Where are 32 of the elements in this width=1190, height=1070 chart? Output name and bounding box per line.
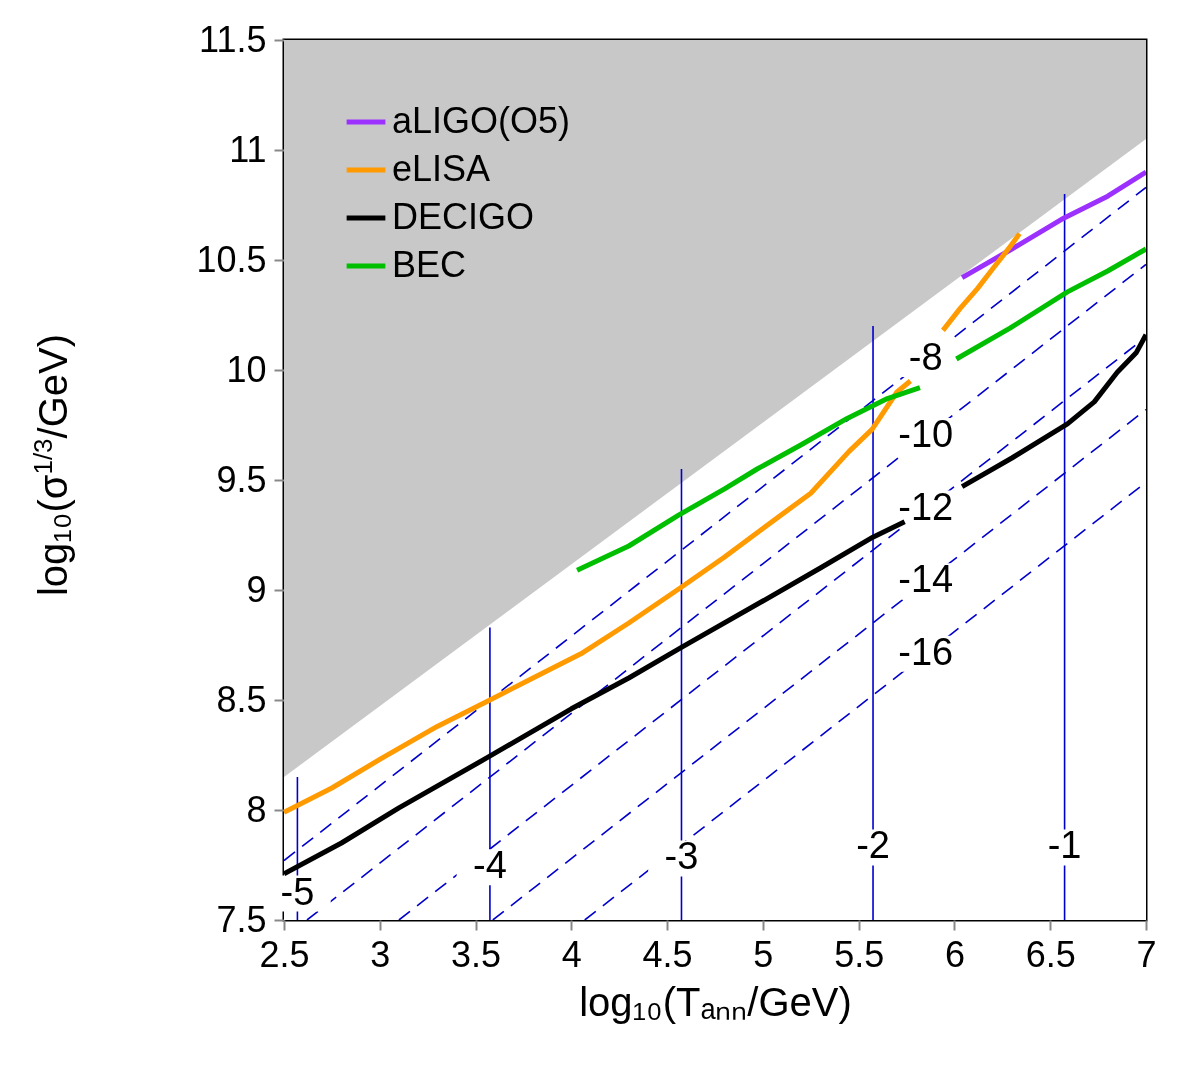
annotation: -3 [664,835,699,878]
annotation: -2 [856,824,890,867]
x-tick-label: 6.5 [1025,933,1076,975]
x-tick-label: 5 [753,933,774,975]
y-tick-label: 11 [229,128,267,170]
annotation: -14 [898,558,954,601]
annotation: -10 [898,413,954,455]
annotation: -5 [280,870,315,913]
y-tick-label: 11.5 [199,18,267,60]
x-tick-label: 7 [1136,933,1157,975]
y-tick-label: 9.5 [216,458,267,500]
y-tick-label: 8.5 [216,678,267,720]
legend-label: BEC [392,244,467,285]
x-tick-label: 4.5 [642,933,693,975]
x-tick-label: 5.5 [834,933,885,975]
annotation: -8 [908,336,943,378]
y-tick-label: 8 [246,788,267,830]
legend-label: aLIGO(O5) [392,100,571,141]
y-tick-label: 10 [226,348,267,390]
x-tick-label: 3 [370,933,391,975]
x-tick-label: 3.5 [451,933,502,975]
x-axis-title: log₁₀(Tₐₙₙ/GeV) [579,979,852,1024]
y-tick-label: 9 [246,568,267,610]
legend-label: DECIGO [392,196,535,237]
y-tick-label: 10.5 [196,238,267,280]
legend-label: eLISA [392,148,491,189]
x-tick-label: 4 [561,933,582,975]
x-tick-label: 6 [944,933,965,975]
annotation: -16 [898,630,954,673]
annotation: -1 [1047,824,1082,867]
annotation: -12 [898,485,954,528]
annotation: -4 [473,844,507,887]
